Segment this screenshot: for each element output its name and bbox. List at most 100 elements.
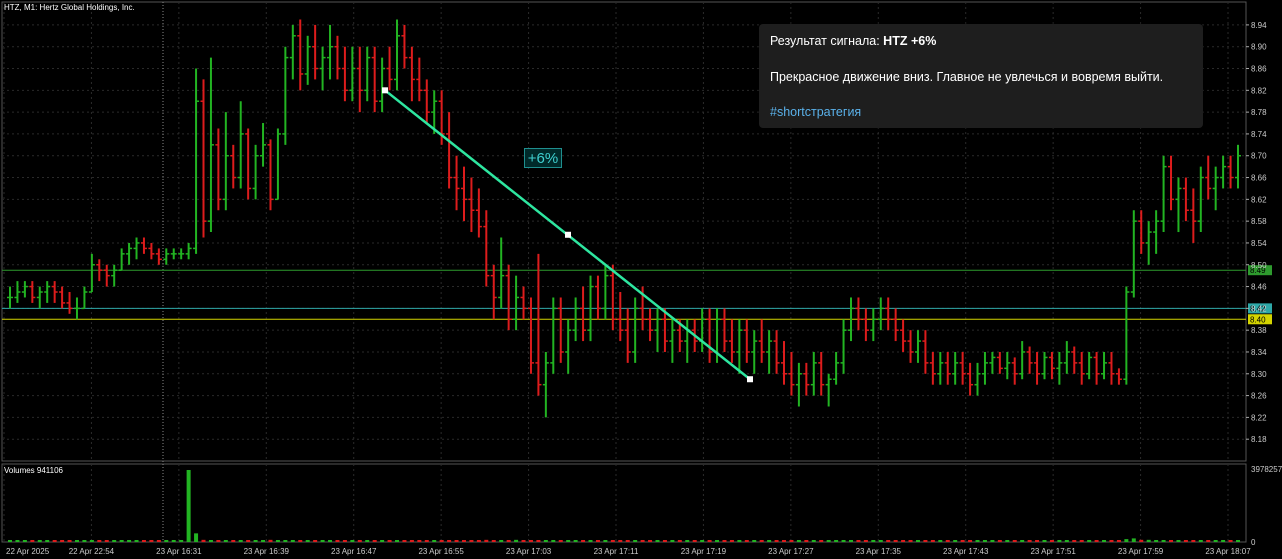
volume-bar [878,540,883,542]
price-tick-label: 8.70 [1251,152,1267,161]
volume-bar [796,540,801,542]
ohlc-bar [7,286,13,309]
ohlc-bar [535,253,542,396]
volume-bar [380,540,385,542]
volume-bar [476,540,481,542]
ohlc-bar [1056,351,1063,385]
volume-bar [804,540,809,542]
volume-bar [1176,540,1181,542]
ohlc-bar [1145,221,1152,265]
ohlc-bar [706,308,713,363]
ohlc-bar [773,330,780,374]
ohlc-bar [1026,346,1033,374]
volume-bar [179,540,184,542]
ohlc-bar [1168,155,1175,211]
volume-bar [112,540,117,542]
volume-bar [655,540,660,542]
volume-bar [908,540,913,542]
ohlc-bar [728,319,735,363]
volume-bar [774,540,779,542]
ohlc-bar [996,351,1003,374]
ohlc-bar [1115,368,1122,385]
ohlc-bar [565,319,572,374]
ohlc-bar [193,68,200,254]
ohlc-bar [1004,351,1011,380]
volume-bar [662,540,667,542]
ohlc-bar [1041,351,1048,380]
ohlc-bar [624,308,631,363]
ohlc-bar [200,79,207,238]
volume-bar [737,540,742,542]
price-tick-label: 8.78 [1251,108,1267,117]
price-level-label: 8.42 [1250,304,1266,313]
ohlc-bar [1130,210,1137,298]
ohlc-bar [527,297,534,374]
price-level-tag [1248,314,1272,325]
volume-bar [893,540,898,542]
volume-bar [968,540,973,542]
ohlc-bar [989,351,996,374]
ohlc-bar [460,166,467,222]
volume-bar [342,540,347,542]
ohlc-bar [453,155,460,211]
ohlc-bar [557,297,564,363]
volume-bar [22,540,27,542]
volume-bar [826,540,831,542]
volume-bar [938,540,943,542]
ohlc-bar [230,144,237,189]
ohlc-bar [952,351,959,385]
volume-bar [997,540,1002,542]
ohlc-bar [550,297,557,374]
time-label: 23 Apr 16:55 [418,547,464,556]
time-label: 23 Apr 17:19 [681,547,727,556]
volume-bar [1042,540,1047,542]
price-tick-label: 8.26 [1251,392,1267,401]
ohlc-bars [7,19,1241,418]
ohlc-bar [967,362,974,396]
ohlc-bar [1153,210,1160,254]
volume-bar [298,540,303,542]
signal-hashtag-link[interactable]: #shortстратегия [770,105,862,119]
volume-bar [1236,540,1240,542]
volume-bar [1027,540,1032,542]
volume-bar [164,540,169,542]
volume-bar [625,540,630,542]
volume-bar [1183,540,1188,542]
volume-bar [149,540,154,542]
trend-anchor-point [382,87,388,94]
volume-bar [514,539,519,542]
price-tick-label: 8.74 [1251,130,1267,139]
volume-bar [573,540,578,542]
ohlc-bar [1108,351,1115,385]
ohlc-bar [297,19,304,91]
ohlc-bar [185,242,192,260]
ohlc-bar [661,308,668,352]
volume-bar [1020,540,1025,542]
ohlc-bar [1019,341,1026,380]
time-label: 23 Apr 16:47 [331,547,377,556]
volume-label: Volumes 941106 [4,466,64,475]
ohlc-bar [505,264,512,331]
time-label: 23 Apr 17:51 [1030,547,1076,556]
volume-bar [848,540,853,542]
volume-bar [67,540,72,542]
volume-bar [156,540,161,542]
ohlc-bar [1212,166,1219,211]
ohlc-bar [394,19,401,91]
ohlc-bar [73,297,80,320]
ohlc-bar [1086,351,1093,380]
signal-result: Результат сигнала: HTZ +6% [770,34,936,48]
volume-bar [782,540,787,542]
ohlc-bar [922,330,929,374]
ohlc-bar [1175,177,1182,233]
ohlc-bar [88,253,95,293]
volume-bar [960,540,965,542]
price-tick-label: 8.94 [1251,21,1267,30]
volume-bar [37,540,42,542]
volume-bar [528,540,533,542]
ohlc-bar [408,46,415,102]
volume-bar [834,540,839,542]
volume-bar [707,540,712,542]
ohlc-bar [245,128,252,200]
volume-bar [141,540,146,542]
